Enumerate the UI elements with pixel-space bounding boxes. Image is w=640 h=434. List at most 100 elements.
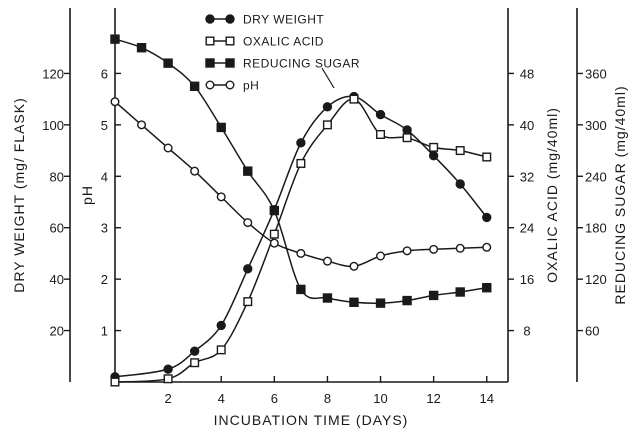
oxalic-acid-point [269, 229, 279, 239]
ph-point [376, 251, 386, 261]
dry-weight-point [163, 364, 173, 374]
legend-marker [205, 58, 215, 68]
oxalic-acid-point [349, 94, 359, 104]
x-tick-label: 14 [480, 391, 494, 406]
legend-marker [205, 36, 215, 46]
dry-weight-point [243, 264, 253, 274]
legend-marker [205, 14, 215, 24]
ph-tick-label: 2 [101, 272, 108, 287]
legend: DRY WEIGHT OXALIC ACID REDUCING SUGAR pH [205, 13, 360, 93]
dry-weight-tick-label: 40 [50, 272, 64, 287]
reducing-sugar-tick-label: 180 [585, 221, 607, 236]
reducing-sugar-tick-label: 60 [585, 324, 599, 339]
oxalic-acid-point [455, 146, 465, 156]
reducing-sugar-point [349, 297, 359, 307]
ph-point [110, 97, 120, 107]
oxalic-acid-point [243, 297, 253, 307]
x-tick-label: 12 [426, 391, 440, 406]
reducing-sugar-tick-label: 360 [585, 66, 607, 81]
reducing-sugar-tick-label: 300 [585, 118, 607, 133]
reducing-sugar-curve [114, 38, 487, 304]
reducing-sugar-point [243, 166, 253, 176]
legend-marker [225, 36, 235, 46]
dry-weight-point [428, 151, 439, 161]
dry-weight-point [296, 138, 306, 148]
oxalic-acid-point [296, 158, 306, 168]
reducing-sugar-point [428, 290, 439, 301]
ph-tick-label: 6 [101, 66, 108, 81]
oxalic-acid-tick-label: 16 [520, 272, 534, 287]
dry-weight-point [322, 102, 333, 112]
ph-tick-label: 1 [101, 324, 108, 339]
ph-point [216, 192, 226, 202]
dry-weight-tick-label: 100 [42, 118, 64, 133]
dry-weight-point [216, 320, 226, 331]
ph-curve [114, 101, 487, 268]
oxalic-acid-tick-label: 24 [520, 221, 534, 236]
data-points [110, 34, 492, 387]
dry-weight-point [482, 212, 492, 223]
ph-point [163, 143, 173, 153]
ph-axis-label: pH [79, 185, 95, 205]
ticks: 2 4 6 8 10 12 14204060801001201234568162432404… [42, 66, 606, 406]
legend-marker [225, 58, 235, 68]
reducing-sugar-point [216, 122, 226, 133]
x-tick-label: 8 [324, 391, 331, 406]
reducing-sugar-point [402, 295, 412, 306]
ph-point [322, 256, 332, 266]
ph-point [190, 166, 200, 176]
legend-label-oxalic-acid: OXALIC ACID [243, 35, 324, 49]
oxalic-acid-point [216, 345, 226, 355]
ph-point [296, 248, 306, 258]
dry-weight-tick-label: 120 [42, 66, 64, 81]
ph-point [455, 243, 465, 253]
ph-point [429, 244, 439, 254]
reducing-sugar-axis-label: REDUCING SUGAR (mg/40ml) [612, 85, 628, 304]
legend-marker [205, 80, 215, 90]
oxalic-acid-tick-label: 40 [520, 118, 534, 133]
ph-point [243, 218, 253, 228]
oxalic-acid-point [402, 133, 412, 143]
oxalic-acid-point [429, 142, 439, 152]
oxalic-acid-point [376, 129, 386, 139]
reducing-sugar-point [375, 298, 386, 308]
reducing-sugar-point [296, 284, 306, 295]
x-tick-label: 10 [373, 391, 387, 406]
legend-label-dry-weight: DRY WEIGHT [243, 13, 324, 27]
x-tick-label: 4 [218, 391, 225, 406]
oxalic-acid-tick-label: 8 [523, 324, 530, 339]
dry-weight-axis-label: DRY WEIGHT (mg/ FLASK) [11, 97, 27, 292]
reducing-sugar-point [455, 287, 465, 297]
axes [69, 8, 578, 383]
ph-point [402, 246, 412, 256]
dry-weight-point [375, 109, 386, 120]
x-axis-label: INCUBATION TIME (DAYS) [214, 412, 409, 428]
reducing-sugar-point [110, 34, 120, 44]
dry-weight-tick-label: 80 [50, 169, 64, 184]
ph-point [349, 261, 359, 271]
ph-tick-label: 4 [101, 169, 108, 184]
dry-weight-point [189, 346, 200, 356]
legend-label-reducing-sugar: REDUCING SUGAR [243, 57, 360, 71]
legend-pointer [321, 67, 335, 89]
reducing-sugar-point [322, 293, 333, 303]
oxalic-acid-point [110, 377, 120, 387]
reducing-sugar-point [269, 205, 280, 216]
reducing-sugar-point [136, 43, 147, 53]
ph-tick-label: 3 [101, 221, 108, 236]
legend-marker [225, 80, 235, 90]
dry-weight-tick-label: 20 [50, 324, 64, 339]
ph-point [482, 242, 492, 252]
oxalic-acid-tick-label: 48 [520, 66, 534, 81]
oxalic-acid-point [482, 152, 492, 162]
dry-weight-point [402, 125, 412, 135]
oxalic-acid-point [163, 374, 173, 384]
dry-weight-point [455, 179, 465, 189]
curves [114, 38, 488, 383]
ph-point [269, 238, 279, 248]
reducing-sugar-point [189, 81, 200, 91]
legend-marker [225, 14, 235, 24]
oxalic-acid-tick-label: 32 [520, 169, 534, 184]
x-tick-label: 2 [164, 391, 171, 406]
